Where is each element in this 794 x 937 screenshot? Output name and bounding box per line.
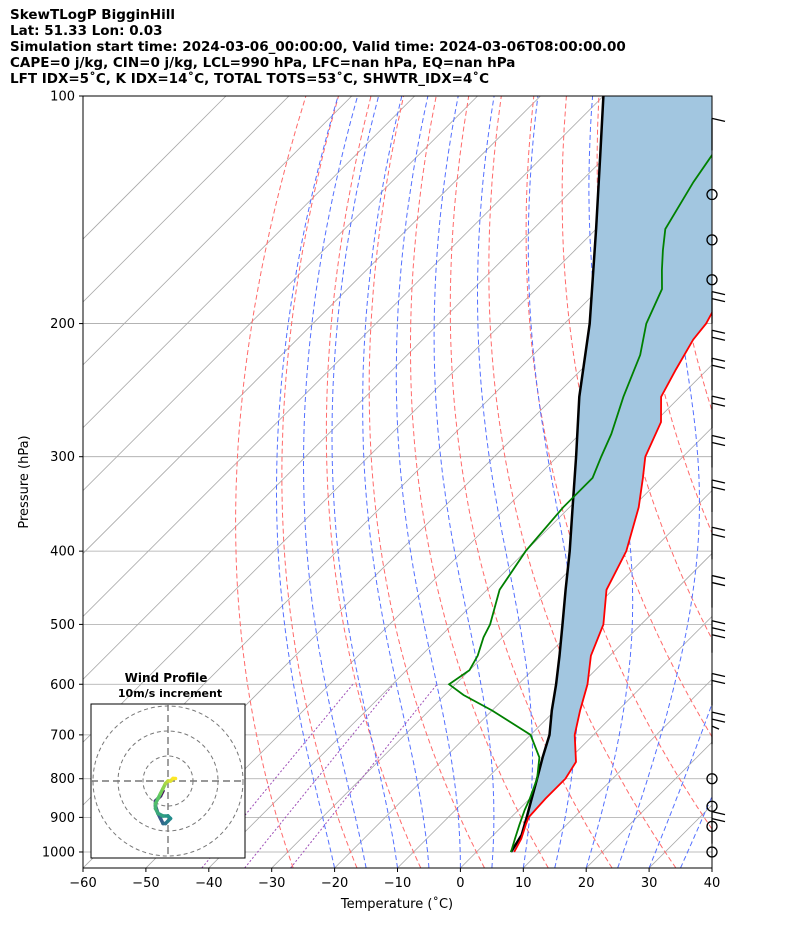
isotherm-line xyxy=(271,427,712,868)
wind-barb xyxy=(711,329,726,363)
wind-barb xyxy=(706,234,718,246)
x-tick-label: 0 xyxy=(456,876,464,891)
dry-adiabat xyxy=(281,96,358,868)
y-tick-label: 200 xyxy=(50,317,75,332)
isotherm-line xyxy=(83,96,541,555)
moist-adiabat xyxy=(648,702,712,868)
hodograph-inset: Wind Profile 10m/s increment xyxy=(90,671,246,859)
wind-barb xyxy=(706,800,718,812)
isotherm-line xyxy=(83,96,478,492)
wind-barb xyxy=(711,117,726,151)
y-tick-label: 400 xyxy=(50,545,75,560)
wind-barb xyxy=(711,811,726,844)
wind-barb xyxy=(706,274,718,286)
wind-barb xyxy=(706,773,718,785)
mixing-ratio-line xyxy=(244,683,394,868)
wind-barb xyxy=(711,620,726,653)
dry-adiabat xyxy=(762,96,794,868)
x-tick-label: −50 xyxy=(132,876,159,891)
x-tick-label: −60 xyxy=(69,876,96,891)
y-tick-label: 500 xyxy=(50,618,75,633)
dry-adiabat xyxy=(729,96,794,868)
x-tick-label: −40 xyxy=(195,876,222,891)
wind-barb xyxy=(711,574,726,608)
y-tick-label: 900 xyxy=(50,811,75,826)
moist-adiabat xyxy=(711,866,712,868)
wind-barb xyxy=(706,820,718,833)
isotherm-line xyxy=(775,96,794,868)
dry-adiabat xyxy=(663,96,712,413)
isotherm-line xyxy=(397,552,712,868)
title-line-station: SkewTLogP BigginHill xyxy=(10,7,175,23)
parcel-profile-line xyxy=(509,96,605,853)
wind-barb xyxy=(711,672,726,706)
moist-adiabat xyxy=(617,96,701,868)
mixing-ratio-line xyxy=(290,683,438,868)
x-tick-label: −30 xyxy=(258,876,285,891)
wind-barb xyxy=(711,357,726,391)
isotherm-line xyxy=(523,678,712,868)
wind-barb xyxy=(711,395,726,429)
moist-adiabat xyxy=(276,96,339,868)
title-line-location: Lat: 51.33 Lon: 0.03 xyxy=(10,23,163,39)
moist-adiabat xyxy=(395,96,461,868)
x-tick-label: −20 xyxy=(321,876,348,891)
x-tick-label: 40 xyxy=(704,876,721,891)
x-tick-label: −10 xyxy=(384,876,411,891)
y-axis-label: Pressure (hPa) xyxy=(17,435,32,528)
dewpoint-line xyxy=(447,153,712,853)
isotherm-line xyxy=(460,615,712,868)
x-axis-label: Temperature (˚C) xyxy=(340,896,453,912)
title-line-time: Simulation start time: 2024-03-06_00:00:… xyxy=(10,39,626,55)
title-line-cape: CAPE=0 j/kg, CIN=0 j/kg, LCL=990 hPa, LF… xyxy=(10,55,516,71)
x-tick-label: 30 xyxy=(641,876,658,891)
wind-barb xyxy=(711,711,726,745)
isotherm-line xyxy=(83,96,353,366)
wind-barb xyxy=(706,188,718,201)
dry-adiabat xyxy=(410,96,549,868)
y-tick-label: 600 xyxy=(50,678,75,693)
y-tick-label: 1000 xyxy=(42,845,75,860)
moist-adiabat xyxy=(303,96,367,868)
wind-barb xyxy=(711,526,726,560)
moist-adiabat xyxy=(433,96,495,868)
hodograph-subtitle: 10m/s increment xyxy=(118,687,222,700)
y-tick-label: 700 xyxy=(50,728,75,743)
temperature-line xyxy=(513,310,712,853)
moist-adiabat xyxy=(362,96,430,868)
dry-adiabat xyxy=(368,96,485,868)
moist-adiabat xyxy=(331,96,398,868)
wind-barb xyxy=(711,479,726,512)
dry-adiabat xyxy=(235,96,307,868)
hodograph-title: Wind Profile xyxy=(125,671,208,685)
y-tick-label: 800 xyxy=(50,772,75,787)
moist-adiabat xyxy=(680,795,712,868)
isotherm-line xyxy=(83,96,290,303)
isotherm-line xyxy=(83,96,227,240)
x-tick-label: 10 xyxy=(515,876,532,891)
dry-adiabat xyxy=(449,96,613,868)
dry-adiabat xyxy=(325,96,422,868)
x-tick-label: 20 xyxy=(578,876,595,891)
y-tick-label: 300 xyxy=(50,450,75,465)
moist-adiabat xyxy=(527,96,579,868)
isotherm-line xyxy=(711,867,712,868)
isotherm-line xyxy=(145,301,712,868)
chart-title: SkewTLogP BigginHill Lat: 51.33 Lon: 0.0… xyxy=(10,7,626,87)
isotherm-line xyxy=(83,96,415,429)
title-line-indices: LFT IDX=5˚C, K IDX=14˚C, TOTAL TOTS=53˚C… xyxy=(10,71,490,87)
isotherm-line xyxy=(334,490,712,868)
y-tick-label: 100 xyxy=(50,90,75,105)
isotherm-line xyxy=(83,96,667,680)
isotherm-line xyxy=(83,96,604,617)
wind-barb xyxy=(711,290,726,324)
wind-barb xyxy=(706,846,718,858)
wind-barb xyxy=(711,434,726,468)
moist-adiabat xyxy=(477,96,533,868)
